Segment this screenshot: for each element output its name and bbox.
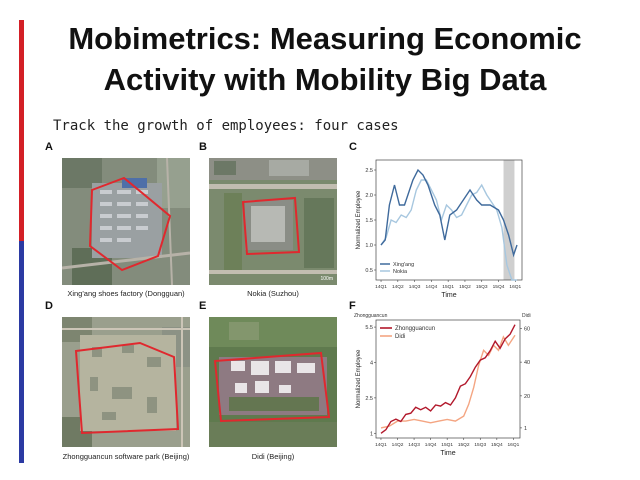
- caption-b: Nokia (Suzhou): [247, 289, 299, 298]
- x-tick-label: 14Q1: [375, 442, 387, 448]
- x-axis-label: Time: [441, 292, 456, 299]
- x-tick-label: 15Q1: [441, 442, 453, 448]
- x-tick-label: 15Q1: [442, 284, 454, 290]
- left-axis-title: Zhongguancun: [354, 313, 388, 319]
- y-tick-label: 1.5: [365, 218, 373, 224]
- x-tick-label: 14Q3: [408, 442, 420, 448]
- y-axis-label: Normalized Employee: [356, 349, 362, 408]
- x-tick-label: 14Q2: [392, 284, 404, 290]
- y-axis-label: Normalized Employee: [356, 190, 362, 249]
- slide-subtitle: Track the growth of employees: four case…: [53, 118, 399, 134]
- plot-frame: [375, 319, 521, 439]
- series-line: [380, 334, 516, 429]
- right-axis-title: Didi: [522, 313, 531, 319]
- panel-letter-e: E: [199, 300, 207, 312]
- caption-e: Didi (Beijing): [251, 452, 295, 461]
- accent-bar-red: [19, 20, 24, 241]
- x-tick-label: 15Q2: [458, 442, 470, 448]
- x-tick-label: 14Q4: [426, 284, 438, 290]
- x-tick-label: 14Q1: [375, 284, 387, 290]
- x-tick-label: 16Q1: [509, 284, 521, 290]
- shaded-region: [503, 160, 515, 280]
- scale-label: 100m: [320, 276, 333, 282]
- legend-label: Didi: [395, 334, 405, 340]
- slide-title-line1: Mobimetrics: Measuring Economic: [68, 21, 582, 56]
- x-tick-label: 15Q2: [459, 284, 471, 290]
- y-tick-label: 2.0: [365, 193, 373, 199]
- series-line: [380, 179, 517, 281]
- y-tick-label: 1.0: [365, 243, 373, 249]
- y-left-tick-label: 1: [370, 431, 373, 437]
- x-tick-label: 14Q2: [392, 442, 404, 448]
- x-tick-label: 15Q3: [476, 284, 488, 290]
- x-tick-label: 15Q4: [493, 284, 505, 290]
- x-tick-label: 14Q4: [425, 442, 437, 448]
- panel-letter-f: F: [349, 300, 356, 312]
- satellite-map-b: 100m: [209, 158, 337, 285]
- legend-label: Zhongguancun: [395, 326, 435, 332]
- slide-title-line2: Activity with Mobility Big Data: [103, 62, 547, 97]
- legend-label: Xing'ang: [393, 262, 414, 268]
- series-line: [380, 168, 518, 258]
- satellite-map-a: [62, 158, 190, 285]
- y-left-tick-label: 4: [370, 360, 373, 366]
- x-tick-label: 15Q3: [474, 442, 486, 448]
- slide-title: Mobimetrics: Measuring Economic Activity…: [30, 18, 620, 100]
- satellite-map-d: [62, 317, 190, 447]
- y-right-tick-label: 20: [524, 394, 530, 400]
- panel-letter-d: D: [45, 300, 53, 312]
- panel-letter-b: B: [199, 141, 207, 153]
- y-left-tick-label: 2.5: [365, 396, 373, 402]
- panel-letter-c: C: [349, 141, 357, 153]
- x-tick-label: 14Q3: [409, 284, 421, 290]
- y-tick-label: 2.5: [365, 168, 373, 174]
- line-chart-c: 0.5 1.0 1.5 2.0 2.5 14Q1 14Q2 14Q3 14Q4 15Q1 15Q2 1…: [356, 159, 523, 299]
- x-tick-label: 16Q1: [508, 442, 520, 448]
- satellite-map-e: [209, 317, 337, 447]
- caption-d: Zhongguancun software park (Beijing): [62, 452, 190, 461]
- panel-letter-a: A: [45, 141, 53, 153]
- x-tick-label: 15Q4: [491, 442, 503, 448]
- y-tick-label: 0.5: [365, 268, 373, 274]
- x-axis-label: Time: [440, 450, 455, 457]
- y-right-tick-label: 40: [524, 360, 530, 366]
- line-chart-f: Zhongguancun Didi 1 2.5 4 5.5 1 20 40 60 14Q1 14Q2 1…: [354, 313, 531, 457]
- accent-bar-blue: [19, 241, 24, 463]
- y-left-tick-label: 5.5: [365, 325, 373, 331]
- caption-a: Xing'ang shoes factory (Dongguan): [67, 289, 185, 298]
- y-right-tick-label: 60: [524, 326, 530, 332]
- series-line: [380, 324, 516, 434]
- legend-label: Nokia: [393, 269, 408, 275]
- y-right-tick-label: 1: [524, 426, 527, 432]
